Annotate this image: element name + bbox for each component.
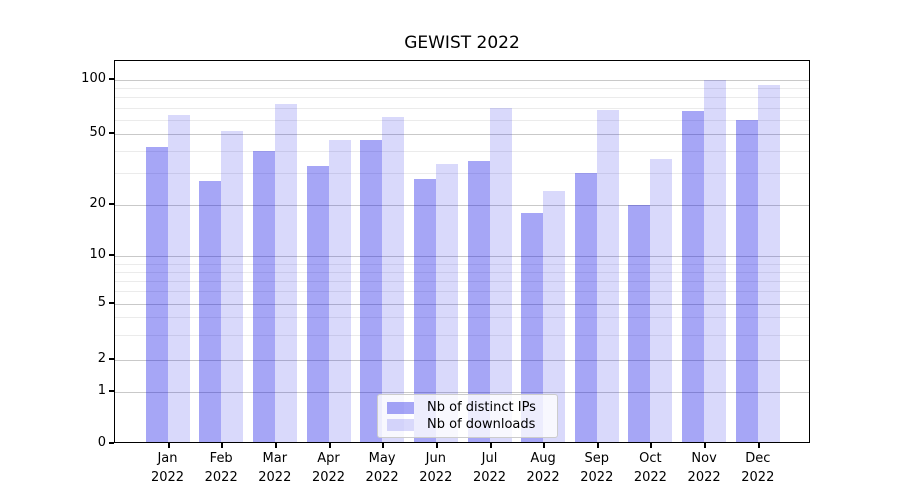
bar-distinct-ips-feb (199, 181, 222, 442)
bar-distinct-ips-jul (467, 161, 490, 442)
gridline-minor-70 (115, 107, 809, 109)
gridline-major-100 (115, 79, 809, 81)
y-tick-100 (109, 77, 114, 80)
plot-area (114, 60, 810, 443)
x-tick-label-sep: Sep 2022 (580, 451, 614, 485)
gridline-minor-60 (115, 119, 809, 121)
x-tick-label-oct: Oct 2022 (633, 451, 667, 485)
gridline-major-50 (115, 133, 809, 135)
x-tick-label-feb: Feb 2022 (204, 451, 238, 485)
gridline-major-1 (115, 391, 809, 393)
legend-item-downloads: Nb of downloads (387, 416, 548, 433)
x-tick-label-jul: Jul 2022 (472, 451, 507, 485)
gridline-minor-7 (115, 280, 809, 282)
bar-distinct-ips-aug (521, 212, 544, 442)
x-tick-label-nov: Nov 2022 (687, 451, 721, 485)
gridline-major-10 (115, 256, 809, 258)
y-tick-0 (109, 441, 114, 444)
x-tick-dec (757, 443, 760, 448)
x-tick-jan (167, 443, 170, 448)
y-tick-5 (109, 301, 114, 304)
bar-distinct-ips-oct (628, 204, 651, 442)
y-tick-1 (109, 389, 114, 392)
legend-swatch-downloads (387, 418, 414, 431)
y-tick-2 (109, 358, 114, 360)
gridline-minor-40 (115, 151, 809, 152)
bar-downloads-mar (274, 104, 297, 442)
y-tick-label-1: 1 (97, 382, 106, 398)
bar-distinct-ips-apr (306, 165, 329, 442)
x-tick-jun (435, 443, 438, 448)
gridline-minor-4 (115, 317, 809, 319)
legend-label-distinct-ips: Nb of distinct IPs (427, 400, 536, 415)
legend: Nb of distinct IPs Nb of downloads (377, 394, 558, 438)
gridline-minor-80 (115, 97, 809, 99)
y-tick-50 (109, 131, 114, 134)
gridline-minor-6 (115, 291, 809, 293)
y-tick-label-10: 10 (89, 247, 106, 263)
gridline-minor-3 (115, 335, 809, 337)
bar-downloads-may (382, 116, 405, 442)
x-tick-label-aug: Aug 2022 (526, 451, 560, 485)
gridline-minor-30 (115, 173, 809, 175)
bar-downloads-nov (704, 79, 727, 442)
bar-distinct-ips-nov (682, 110, 705, 442)
bar-distinct-ips-dec (735, 119, 758, 442)
bar-downloads-sep (596, 109, 619, 442)
gridline-major-20 (115, 204, 809, 206)
x-tick-jul (489, 443, 492, 448)
x-tick-nov (704, 443, 707, 448)
x-tick-label-jun: Jun 2022 (419, 451, 453, 485)
x-tick-label-apr: Apr 2022 (311, 451, 346, 485)
x-tick-apr (328, 443, 331, 448)
bar-downloads-jun (435, 163, 458, 442)
gridline-minor-8 (115, 271, 809, 273)
bar-distinct-ips-jun (413, 178, 436, 442)
bar-downloads-jul (489, 107, 512, 442)
bar-downloads-apr (328, 140, 351, 442)
x-tick-label-jan: Jan 2022 (150, 451, 185, 485)
gridline-minor-9 (115, 263, 809, 265)
x-tick-label-dec: Dec 2022 (741, 451, 775, 485)
bar-downloads-jan (167, 114, 190, 442)
y-tick-label-2: 2 (97, 351, 106, 366)
y-tick-label-50: 50 (89, 124, 106, 140)
y-tick-20 (109, 202, 114, 205)
x-tick-sep (596, 443, 599, 448)
bar-downloads-dec (757, 85, 780, 442)
x-tick-mar (274, 443, 277, 448)
bar-downloads-oct (650, 159, 673, 442)
bar-distinct-ips-mar (252, 151, 275, 442)
legend-item-distinct-ips: Nb of distinct IPs (387, 399, 548, 416)
y-tick-label-20: 20 (89, 195, 106, 211)
legend-label-downloads: Nb of downloads (427, 417, 536, 432)
chart-title: GEWIST 2022 (404, 33, 520, 53)
y-tick-label-100: 100 (81, 70, 106, 86)
bar-distinct-ips-may (360, 140, 383, 442)
x-tick-may (382, 443, 385, 448)
bar-distinct-ips-sep (574, 173, 597, 442)
gridline-major-5 (115, 303, 809, 305)
x-tick-label-mar: Mar 2022 (258, 451, 292, 485)
x-tick-aug (543, 443, 546, 448)
bar-downloads-aug (543, 190, 566, 442)
legend-swatch-distinct-ips (387, 401, 414, 414)
x-tick-feb (221, 443, 224, 448)
x-tick-label-may: May 2022 (365, 451, 399, 485)
x-tick-oct (650, 443, 653, 448)
y-tick-10 (109, 254, 114, 257)
bar-distinct-ips-jan (145, 147, 168, 442)
y-tick-label-5: 5 (97, 294, 106, 310)
gridline-major-2 (115, 360, 809, 361)
gridline-minor-90 (115, 87, 809, 89)
bar-downloads-feb (221, 130, 244, 442)
y-tick-label-0: 0 (97, 434, 106, 450)
